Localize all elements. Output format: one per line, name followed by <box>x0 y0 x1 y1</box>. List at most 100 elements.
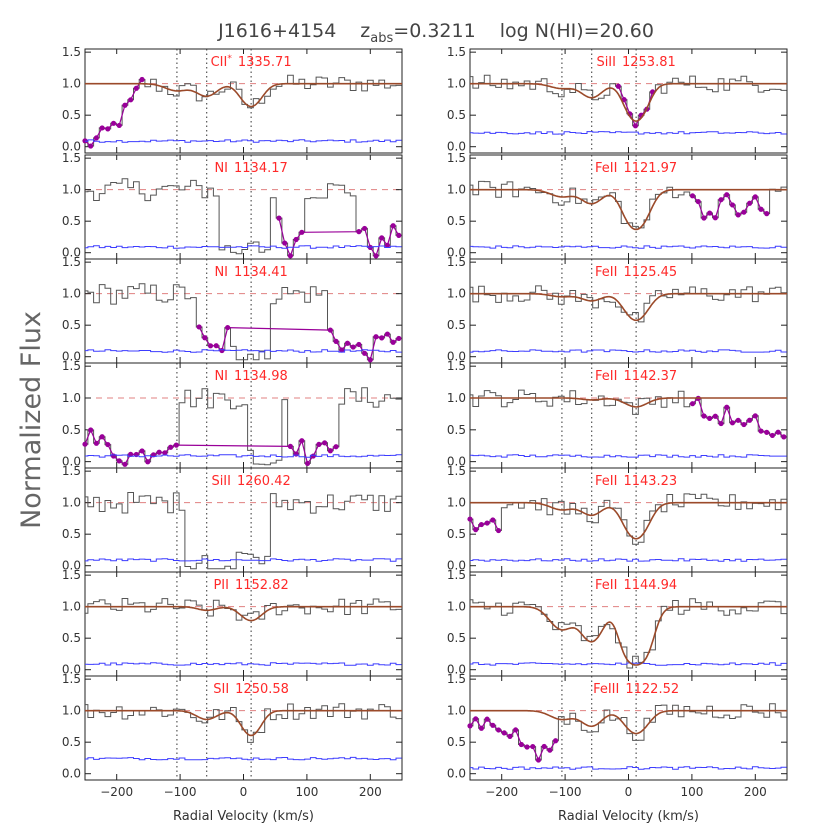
y-tick-label: 0.0 <box>62 559 81 573</box>
title-object: J1616+4154 <box>217 20 336 42</box>
blend-point <box>396 335 402 342</box>
ion-wavelength: 1125.45 <box>623 265 677 280</box>
blend-point <box>310 453 316 459</box>
blend-point <box>173 442 179 448</box>
blend-point <box>196 324 202 330</box>
y-tick-label: 1.5 <box>62 359 81 373</box>
y-tick-label: 1.5 <box>447 359 466 373</box>
ion-name: FeII <box>595 369 617 384</box>
blend-point <box>93 440 100 446</box>
blend-point <box>88 143 94 149</box>
blend-point <box>116 122 122 129</box>
ion-label: PII 1152.82 <box>213 578 288 593</box>
blend-point <box>524 744 530 750</box>
y-tick-label: 0.5 <box>447 318 466 332</box>
blend-point <box>276 215 282 221</box>
blend-point <box>293 236 299 243</box>
blend-point <box>473 527 479 533</box>
blend-point <box>373 253 379 259</box>
flux-spectrum <box>470 74 787 127</box>
ion-wavelength: 1121.97 <box>623 161 677 176</box>
y-tick-label: 0.5 <box>62 214 81 228</box>
blend-point <box>707 210 713 216</box>
blend-point <box>167 444 174 450</box>
ion-name: SiII <box>596 55 616 70</box>
y-tick-label: 0.0 <box>447 350 466 364</box>
blend-point <box>361 350 368 356</box>
error-spectrum <box>85 662 402 666</box>
blend-point <box>116 458 122 464</box>
blend-point <box>632 123 639 129</box>
y-tick-label: 1.5 <box>62 568 81 582</box>
voigt-fit-curve <box>85 82 402 108</box>
blend-line <box>84 428 337 466</box>
blend-point <box>467 723 473 729</box>
ion-label: FeII 1121.97 <box>595 161 677 176</box>
figure-title: J1616+4154 zabs=0.3211 log N(HI)=20.60 <box>217 20 654 46</box>
flux-spectrum <box>85 74 402 147</box>
blend-point <box>367 357 373 363</box>
y-tick-label: 0.0 <box>62 350 81 364</box>
blend-point <box>478 725 485 731</box>
flux-spectrum <box>470 493 787 545</box>
blend-point <box>752 413 758 419</box>
blend-point <box>495 727 502 733</box>
y-tick-label: 0.5 <box>447 423 466 437</box>
voigt-fit-curve <box>470 188 787 231</box>
blend-point <box>162 450 168 456</box>
panel-feii-1121-97: 0.0 0.5 1.0 1.5 FeII 1121.97 <box>447 151 788 260</box>
blend-point <box>316 441 322 447</box>
blend-point <box>361 225 368 232</box>
error-spectrum <box>470 662 787 666</box>
blend-point <box>741 421 747 428</box>
panel-ni-1134-41: 0.0 0.5 1.0 1.5 NI 1134.41 <box>62 255 403 364</box>
y-tick-label: 0.5 <box>447 214 466 228</box>
blend-point <box>339 347 345 353</box>
y-tick-label: 1.5 <box>447 672 466 686</box>
error-spectrum <box>470 245 787 249</box>
blend-point <box>484 716 490 722</box>
ion-name: FeIII <box>593 682 619 697</box>
blend-point <box>746 417 753 423</box>
blend-point <box>390 223 396 229</box>
blend-point <box>105 126 111 132</box>
blend-point <box>93 135 100 141</box>
y-tick-label: 1.5 <box>447 464 466 478</box>
blend-point <box>478 521 485 528</box>
ion-wavelength: 1250.58 <box>235 682 289 697</box>
blend-point <box>764 429 770 435</box>
ion-name: NI <box>214 161 228 176</box>
blend-line <box>198 326 400 362</box>
x-tick-label: 200 <box>359 785 382 799</box>
panel-feii-1125-45: 0.0 0.5 1.0 1.5 FeII 1125.45 <box>447 255 788 364</box>
blend-point <box>707 415 713 421</box>
blend-point <box>724 404 730 410</box>
blend-point <box>746 200 753 206</box>
y-tick-label: 1.0 <box>62 287 81 301</box>
blend-point <box>769 432 776 439</box>
panel-sii-1250-58: 0.0 0.5 1.0 1.5 −200 −100 0 100 200 SII 1250.58 <box>62 672 403 799</box>
panel-feii-1142-37: 0.0 0.5 1.0 1.5 FeII 1142.37 <box>447 359 788 469</box>
y-tick-label: 1.0 <box>447 287 466 301</box>
ion-wavelength: 1143.23 <box>623 474 677 489</box>
error-spectrum <box>85 349 402 353</box>
blend-point <box>695 198 701 205</box>
blend-point <box>373 334 379 340</box>
blend-point <box>99 125 105 131</box>
y-axis-label: Normalized Flux <box>16 311 47 529</box>
y-tick-label: 0.0 <box>62 246 81 260</box>
error-spectrum <box>470 131 787 135</box>
y-tick-label: 0.5 <box>447 631 466 645</box>
blend-point <box>530 743 536 750</box>
blend-point <box>384 331 391 337</box>
blend-point <box>484 520 490 526</box>
ion-wavelength: 1152.82 <box>235 578 289 593</box>
x-axis-label: Radial Velocity (km/s) <box>173 809 314 824</box>
panel-siii-1260-42: 0.0 0.5 1.0 1.5 SiII 1260.42 <box>62 464 403 573</box>
blend-point <box>322 440 328 446</box>
ion-label: SiII 1260.42 <box>211 474 290 489</box>
ion-wavelength: 1134.98 <box>234 369 288 384</box>
blend-point <box>467 516 473 522</box>
y-tick-label: 1.5 <box>447 151 466 165</box>
